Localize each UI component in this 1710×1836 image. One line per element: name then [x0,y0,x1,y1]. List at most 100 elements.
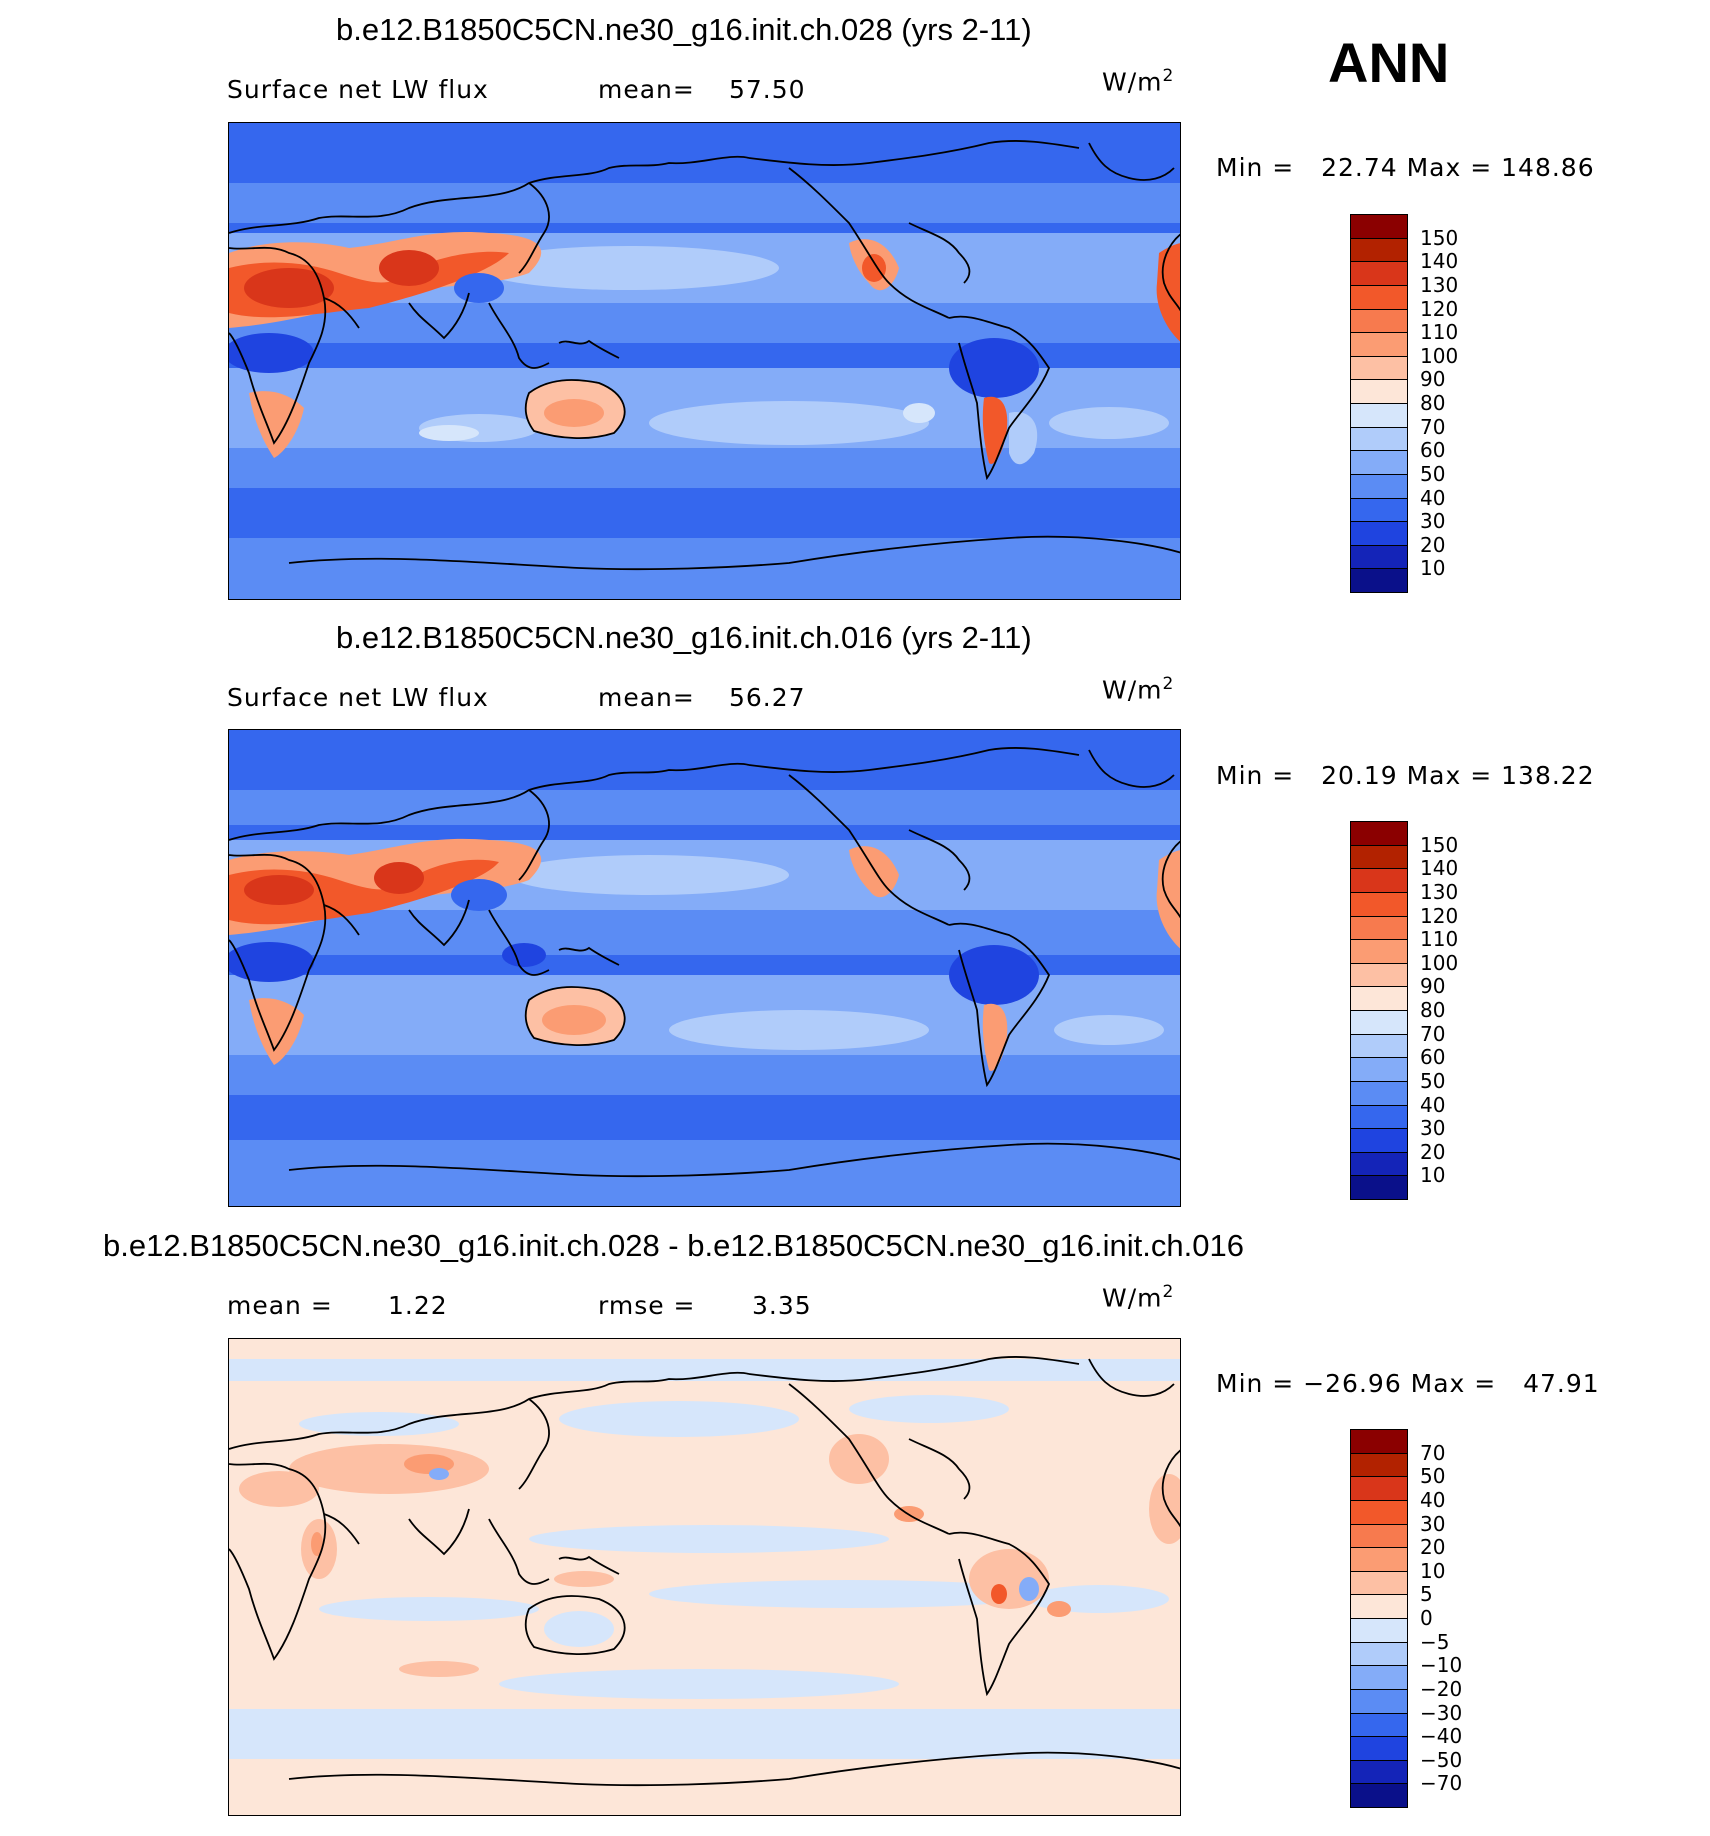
colorbar-swatch [1350,1476,1408,1501]
colorbar-swatch [1350,1594,1408,1619]
colorbar-label: 0 [1420,1606,1433,1630]
colorbar-label: 20 [1420,532,1446,557]
colorbar-swatch [1350,284,1408,310]
panel-1-variable-label: Surface net LW flux [227,75,489,104]
colorbar-swatch [1350,403,1408,428]
colorbar-swatch [1350,355,1408,381]
colorbar-swatch [1350,379,1408,404]
panel-3-mean-label: mean = [227,1291,333,1320]
colorbar-swatch [1350,1641,1408,1667]
panel-3-minmax: Min = −26.96 Max = 47.91 [1216,1369,1600,1398]
colorbar-label: 10 [1420,1558,1446,1583]
colorbar-swatch [1350,1665,1408,1690]
colorbar-label: 5 [1420,1582,1433,1607]
colorbar-swatch [1350,962,1408,988]
panel-3-mean-value: 1.22 [388,1291,448,1320]
colorbar-swatch [1350,1736,1408,1761]
colorbar-label: 60 [1420,1045,1446,1070]
colorbar-swatch [1350,1010,1408,1035]
colorbar-swatch [1350,1175,1408,1200]
colorbar-swatch [1350,1429,1408,1454]
colorbar-label: 120 [1420,296,1459,321]
panel-3-rmse-value: 3.35 [752,1291,812,1320]
colorbar-label: 70 [1420,414,1446,439]
colorbar-label: −40 [1420,1724,1463,1749]
colorbar-swatch [1350,497,1408,523]
colorbar-label: 60 [1420,438,1446,463]
colorbar-label: −5 [1420,1629,1450,1654]
colorbar-swatch [1350,868,1408,893]
colorbar-swatch [1350,426,1408,452]
colorbar-label: 100 [1420,343,1459,368]
colorbar-label: 150 [1420,832,1459,857]
colorbar-label: 40 [1420,485,1446,510]
colorbar-swatch [1350,844,1408,870]
colorbar-swatch [1350,1033,1408,1059]
season-label: ANN [1328,31,1450,94]
colorbar-swatch [1350,1759,1408,1785]
panel-3-title: b.e12.B1850C5CN.ne30_g16.init.ch.028 - b… [103,1228,1244,1263]
colorbar-swatch [1350,332,1408,357]
panel-1-colorbar: 150 140 130 120 110 100 90 80 70 60 50 40 30 20 10 [1350,214,1458,593]
colorbar-swatch [1350,1151,1408,1177]
colorbar-label: 150 [1420,225,1459,250]
colorbar-swatch [1350,450,1408,475]
colorbar-swatch [1350,1057,1408,1082]
colorbar-label: 140 [1420,249,1459,274]
colorbar-label: 110 [1420,320,1459,345]
panel-1-minmax: Min = 22.74 Max = 148.86 [1216,153,1595,182]
colorbar-label: −20 [1420,1676,1463,1701]
colorbar-label: 20 [1420,1535,1446,1560]
colorbar-label: 50 [1420,1464,1446,1489]
colorbar-label: 100 [1420,950,1459,975]
colorbar-swatch [1350,1499,1408,1525]
panel-2-mean-value: 56.27 [729,683,806,712]
colorbar-swatch [1350,1783,1408,1808]
panel-2-title: b.e12.B1850C5CN.ne30_g16.init.ch.016 (yr… [336,620,1032,655]
colorbar-label: −70 [1420,1771,1463,1796]
panel-3-units: W/m2 [1102,1282,1175,1313]
colorbar-swatch [1350,939,1408,964]
colorbar-label: 90 [1420,974,1446,999]
colorbar-swatch [1350,521,1408,546]
colorbar-label: 80 [1420,998,1446,1022]
colorbar-label: 130 [1420,879,1459,904]
colorbar-swatch [1350,1128,1408,1153]
colorbar-label: 20 [1420,1139,1446,1164]
colorbar-swatch [1350,891,1408,917]
colorbar-label: 40 [1420,1092,1446,1117]
colorbar-swatch [1350,1080,1408,1106]
colorbar-label: 140 [1420,856,1459,881]
colorbar-swatch [1350,1547,1408,1572]
panel-1-mean-label: mean= [598,75,695,104]
colorbar-swatch [1350,1688,1408,1714]
colorbar-label: 50 [1420,1068,1446,1093]
colorbar-label: 90 [1420,367,1446,392]
colorbar-label: 130 [1420,272,1459,297]
colorbar-label: 110 [1420,927,1459,952]
panel-2-map [228,729,1181,1207]
panel-2-variable-label: Surface net LW flux [227,683,489,712]
colorbar-label: −50 [1420,1747,1463,1772]
panel-3-rmse-label: rmse = [598,1291,696,1320]
colorbar-swatch [1350,214,1408,239]
colorbar-swatch [1350,473,1408,499]
panel-1-map [228,122,1181,600]
panel-3-colorbar: 70 50 40 30 20 10 5 0 −5 −10 −20 −30 −40 −50 −70 [1350,1429,1462,1808]
colorbar-label: 70 [1420,1440,1446,1465]
colorbar-swatch [1350,1104,1408,1130]
colorbar-label: 30 [1420,1511,1446,1536]
colorbar-swatch [1350,1523,1408,1549]
colorbar-label: 10 [1420,556,1446,581]
panel-2-mean-label: mean= [598,683,695,712]
colorbar-label: −10 [1420,1653,1463,1678]
colorbar-swatch [1350,986,1408,1011]
colorbar-label: 30 [1420,509,1446,534]
panel-3-map [228,1338,1181,1816]
colorbar-swatch [1350,1618,1408,1643]
colorbar-label: 50 [1420,461,1446,486]
panel-1-units: W/m2 [1102,66,1175,97]
colorbar-swatch [1350,1570,1408,1596]
colorbar-label: −30 [1420,1700,1463,1725]
panel-2-units: W/m2 [1102,674,1175,705]
